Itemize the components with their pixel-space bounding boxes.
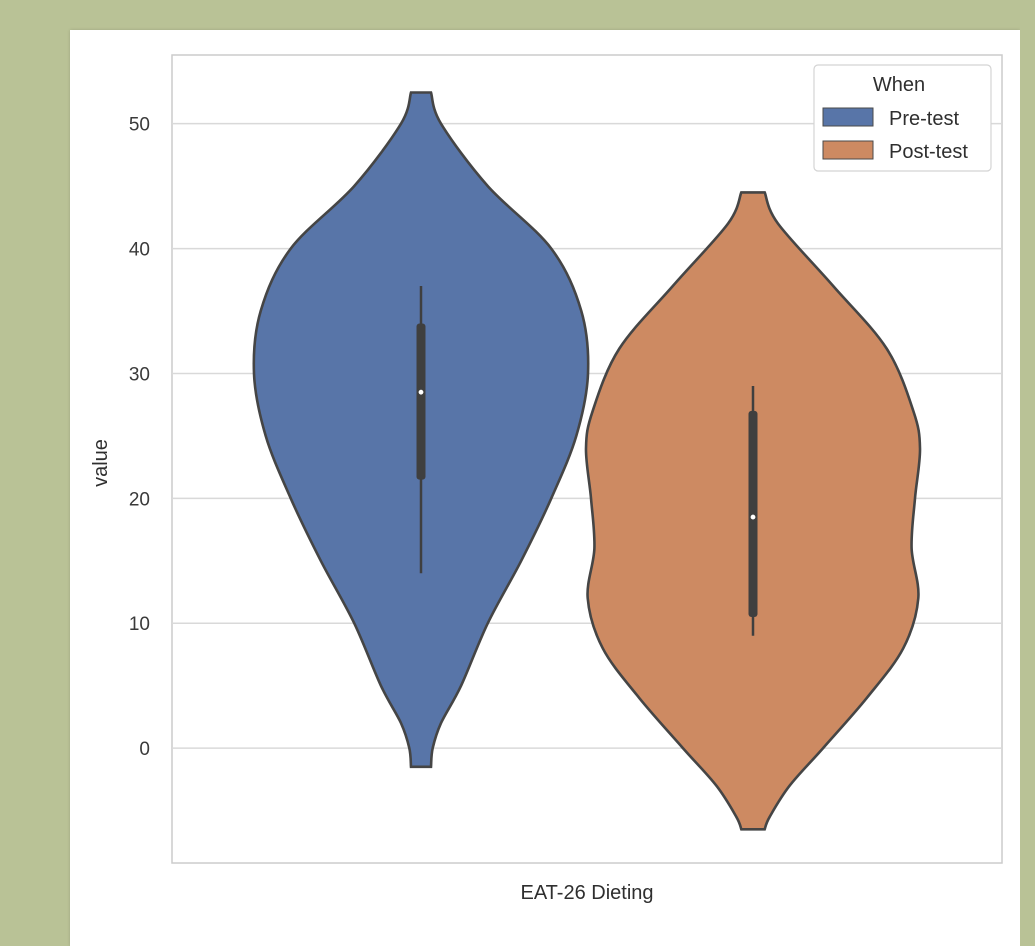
y-axis-label: value (90, 439, 112, 487)
legend-title: When (873, 74, 925, 96)
y-tick-label-0: 0 (139, 739, 150, 760)
median-point-post-test (750, 514, 756, 520)
legend-swatch-pre-test (822, 107, 874, 127)
y-tick-label-40: 40 (129, 240, 150, 261)
y-tick-label-20: 20 (129, 489, 150, 510)
x-axis-label: EAT-26 Dieting (520, 882, 653, 904)
y-tick-label-10: 10 (129, 614, 150, 635)
legend-label-post-test: Post-test (889, 141, 968, 163)
y-tick-labels: 0 10 20 30 40 50 (129, 115, 150, 760)
iqr-box-post-test (748, 410, 758, 617)
legend-label-pre-test: Pre-test (889, 108, 959, 130)
iqr-box-pre-test (416, 323, 426, 480)
y-tick-label-50: 50 (129, 115, 150, 136)
violins (252, 91, 922, 831)
background-edge (1020, 0, 1035, 946)
legend: When Pre-test Post-test (813, 64, 992, 172)
y-tick-label-30: 30 (129, 364, 150, 385)
median-point-pre-test (418, 389, 424, 395)
legend-swatch-post-test (822, 140, 874, 160)
